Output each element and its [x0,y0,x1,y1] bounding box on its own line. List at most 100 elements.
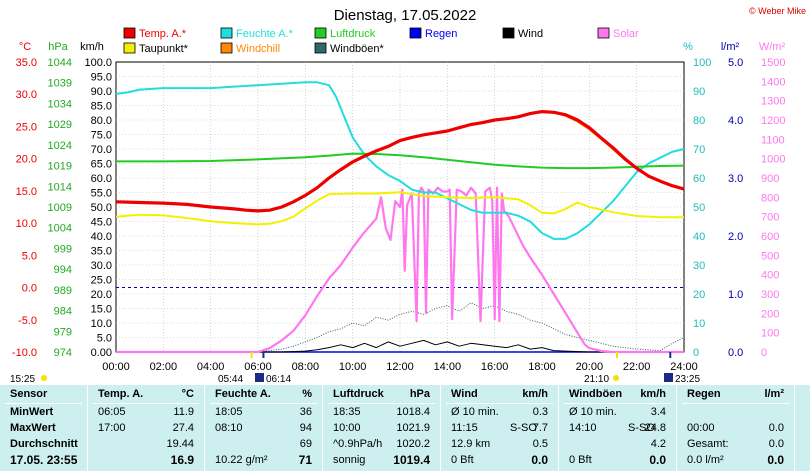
wind-axis-tick: 0.00 [91,347,112,359]
series-tempa-line [115,109,685,213]
temp-axis-tick: -5.0 [18,315,37,327]
wind-axis-tick: 55.0 [91,188,112,200]
wind-bft: 0 Bft [451,454,474,466]
wind-distance: 12.9 km [451,438,491,450]
humidity-axis-tick: 100 [693,57,711,69]
rain-max-val: 0.0 [768,422,784,434]
wind-axis-tick: 35.0 [91,246,112,258]
solar-axis-tick: 1000 [761,154,785,166]
series-solar-line [116,186,684,354]
rain-max-time: 00:00 [687,422,715,434]
legend-swatch [409,27,422,39]
wind-axis-tick: 95.0 [91,72,112,84]
temp-axis-tick: 25.0 [16,121,37,133]
rain-avg-val: 0.0 [768,438,784,450]
rain-last-val: 0.0 [767,453,784,467]
sun-icon [41,375,47,381]
hum-last-val: 71 [298,453,312,467]
x-axis-tick: 22:00 [623,361,651,373]
sunset-time-a: 21:10 [584,374,609,385]
humidity-axis-tick: 60 [693,173,705,185]
sunrise-time-a: 05:44 [218,374,243,385]
temp-axis-tick: 10.0 [16,218,37,230]
stats-col-pressure: Luftdruck hPa 18:35 1018.4 10:00 1021.9 ^0.… [323,385,441,471]
temp-axis-tick: 15.0 [16,186,37,198]
solar-axis-tick: 200 [761,308,779,320]
series-layer [115,81,685,354]
legend-label: Windböen* [330,43,385,55]
press-avg-val: 1020.2 [396,438,430,450]
stats-col-temp: Temp. A. °C 06:05 11.9 17:00 27.4 19.44 16.… [88,385,205,471]
pressure-axis-tick: 1004 [48,223,72,235]
rain-axis-tick: 4.0 [728,115,743,127]
stats-label-avg: Durchschnitt [10,438,78,450]
gust-max-dir: S-SO [628,422,655,434]
stats-unit-temp: °C [181,388,194,400]
pressure-axis-tick: 994 [54,264,72,276]
x-axis-tick: 18:00 [528,361,556,373]
press-trend: ^0.9hPa/h [333,438,383,450]
legend-swatch [314,27,327,39]
legend-swatch [220,27,233,39]
solar-axis-tick: 1200 [761,115,785,127]
wind-axis-tick: 80.0 [91,115,112,127]
stats-table: Sensor MinWert MaxWert Durchschnitt 17.0… [0,385,810,471]
temp-axis-tick: 0.0 [22,283,37,295]
series-luftdruck-line [116,152,685,170]
pressure-axis-tick: 1029 [48,119,72,131]
legend-swatch [123,27,136,39]
pressure-axis-tick: 1024 [48,140,72,152]
gust-max-val: 24.8 [644,422,666,434]
legend-swatch [502,27,515,39]
humidity-axis-tick: 70 [693,144,705,156]
wind-axis-tick: 60.0 [91,173,112,185]
press-max-val: 1021.9 [396,422,430,434]
pressure-axis-tick: 989 [54,285,72,297]
x-axis-tick: 14:00 [434,361,462,373]
temp-axis-tick: 20.0 [16,154,37,166]
stats-label-last: 17.05. 23:55 [10,453,78,467]
solar-axis-tick: 300 [761,289,779,301]
legend-label: Solar [613,28,639,40]
wind-axis-tick: 10.0 [91,318,112,330]
stats-unit-pressure: hPa [409,388,430,400]
wind-axis-tick: 20.0 [91,289,112,301]
wind-axis-tick: 85.0 [91,101,112,113]
hum-min-time: 18:05 [215,406,243,418]
x-axis-tick: 08:00 [292,361,320,373]
stats-unit-humidity: % [302,388,312,400]
wind-axis-tick: 5.0 [97,333,112,345]
pressure-axis-tick: 1014 [48,181,72,193]
legend-swatch [123,42,136,54]
legend-label: Windchill [236,43,280,55]
temp-avg-val: 19.44 [166,438,194,450]
temp-axis-tick: -10.0 [12,347,37,359]
wind-last-val: 0.0 [531,453,548,467]
temp-min-time: 06:05 [98,406,126,418]
temp-axis-tick: 5.0 [22,250,37,262]
hum-abs-value: 10.22 g/m² [215,454,268,466]
x-axis-tick: 06:00 [244,361,272,373]
solar-axis-tick: 1400 [761,76,785,88]
solar-axis-tick: 1100 [761,134,785,146]
pressure-axis-tick: 984 [54,306,72,318]
legend-label: Luftdruck [330,28,376,40]
wind-axis-tick: 30.0 [91,260,112,272]
pressure-axis-tick: 1034 [48,98,72,110]
sunrise-time-b: 06:14 [266,374,291,385]
stats-unit-rain: l/m² [764,388,784,400]
wind-axis-tick: 65.0 [91,159,112,171]
wind-max-val: 7.7 [532,422,548,434]
humidity-axis-tick: 80 [693,115,705,127]
axis-unit: % [683,41,693,53]
stats-head-pressure: Luftdruck [333,388,384,400]
temp-axis-tick: 30.0 [16,89,37,101]
gust-avg-val: 4.2 [650,438,666,450]
stats-head-wind: Wind [451,388,478,400]
stats-unit-wind: km/h [522,388,548,400]
wind-axis-tick: 45.0 [91,217,112,229]
axes: 35.0 30.0 25.0 20.0 15.0 10.0 5.0 0.0 -5.0 -10.0 1… [12,41,786,373]
legend-label: Wind [518,28,543,40]
wind-axis-tick: 75.0 [91,130,112,142]
temp-max-val: 27.4 [172,422,194,434]
